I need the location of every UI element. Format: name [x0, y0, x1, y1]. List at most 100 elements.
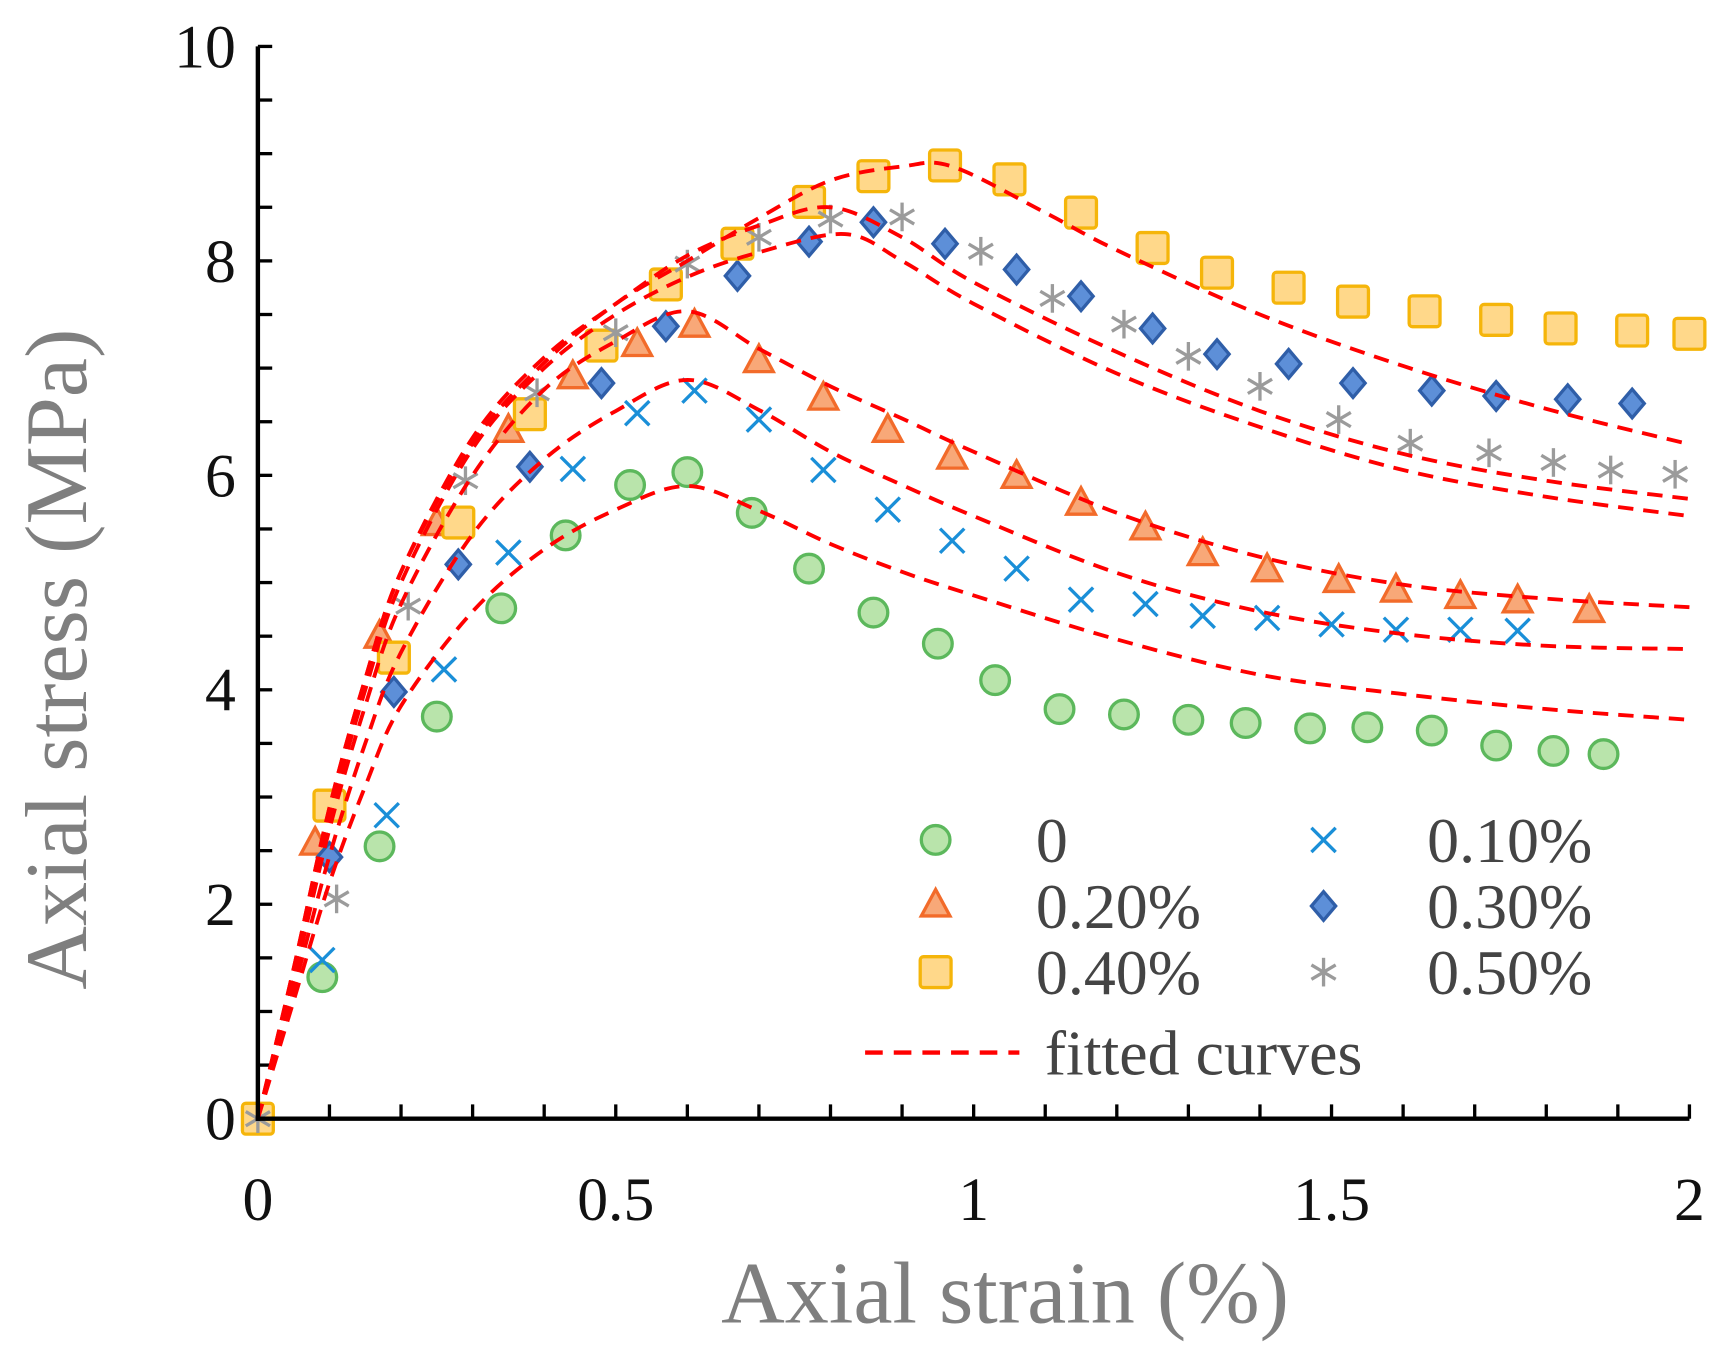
data-point-series-5 [1111, 309, 1137, 339]
data-point-series-3 [1617, 386, 1647, 421]
data-point-series-3 [930, 226, 960, 261]
data-point-series-2-triangle [999, 457, 1034, 490]
data-point-series-0-circle [1043, 693, 1076, 726]
data-point-series-0 [1043, 693, 1076, 726]
data-point-series-3 [651, 309, 681, 344]
data-point-series-3 [1066, 279, 1096, 314]
data-point-series-3 [1553, 382, 1583, 417]
data-point-series-2 [806, 379, 841, 411]
data-point-series-0 [549, 519, 582, 552]
data-point-series-4 [1407, 294, 1442, 329]
data-point-series-0 [921, 627, 954, 660]
data-point-series-5-stroke [889, 208, 916, 226]
data-point-series-2 [870, 411, 905, 443]
data-point-series-2-triangle [555, 357, 590, 390]
data-point-series-2-triangle [1250, 550, 1285, 583]
data-point-series-1-stroke [874, 496, 902, 523]
data-point-series-0 [1587, 738, 1620, 771]
data-point-series-0-circle [549, 519, 582, 552]
data-point-series-2-triangle [677, 306, 712, 338]
data-point-series-3-diamond [379, 675, 409, 709]
data-point-series-1 [1382, 616, 1410, 644]
data-point-series-1-stroke [1318, 611, 1345, 638]
data-point-series-2-triangle [741, 341, 777, 374]
data-point-series-0-circle [614, 469, 647, 501]
data-point-series-2 [1378, 571, 1414, 603]
data-point-series-0 [671, 456, 704, 489]
data-point-series-2 [1250, 550, 1285, 583]
axis-ticks [257, 44, 1692, 1121]
data-point-series-4 [1672, 316, 1707, 351]
data-point-series-2 [620, 325, 655, 358]
data-point-series-5-stroke [1325, 410, 1352, 429]
data-point-series-0 [614, 469, 647, 501]
data-point-series-3 [1002, 252, 1031, 287]
data-point-series-0-circle [1351, 711, 1384, 744]
data-point-series-1 [874, 496, 902, 523]
data-point-series-4 [441, 505, 476, 540]
data-point-series-5 [967, 236, 994, 266]
data-point-series-1 [1132, 590, 1159, 618]
data-point-series-3 [515, 449, 545, 484]
data-point-series-2-triangle [935, 438, 970, 470]
data-point-series-3 [444, 547, 473, 582]
legend-marker-series-4-square [918, 955, 953, 990]
data-point-series-5 [395, 591, 422, 621]
data-point-series-0-circle [1415, 714, 1448, 747]
data-point-series-5 [1597, 455, 1624, 485]
data-point-series-2 [677, 306, 712, 338]
data-point-series-2-triangle [1572, 591, 1607, 624]
data-point-series-4-square [1271, 270, 1306, 305]
data-point-series-1 [1318, 611, 1345, 638]
data-point-series-1-stroke [1253, 604, 1281, 632]
data-point-series-1 [810, 456, 837, 484]
data-point-series-2 [1185, 534, 1220, 567]
legend-marker-series-4 [918, 955, 953, 990]
data-point-series-4 [1199, 255, 1235, 290]
data-point-series-3 [1138, 311, 1167, 346]
data-point-series-5-stroke [1397, 434, 1424, 452]
data-point-series-3 [1417, 373, 1447, 408]
data-point-series-3 [723, 259, 752, 293]
data-point-series-3-diamond [1417, 373, 1447, 408]
data-point-series-5-stroke [395, 597, 422, 615]
data-point-series-5 [1476, 438, 1502, 468]
data-point-series-1 [938, 527, 966, 555]
data-point-series-5-stroke [817, 210, 844, 228]
data-point-series-1 [1067, 586, 1095, 614]
data-point-series-4 [1479, 302, 1514, 337]
data-point-series-1-stroke [810, 456, 837, 484]
data-point-series-5 [817, 204, 844, 234]
data-point-series-1-stroke [430, 656, 458, 683]
data-point-series-4 [1335, 284, 1371, 319]
data-point-series-0 [1229, 707, 1262, 740]
data-point-series-1 [745, 406, 773, 433]
data-point-series-1-stroke [745, 406, 773, 433]
data-point-series-0-circle [1537, 734, 1570, 767]
data-point-series-1 [1504, 617, 1531, 645]
data-point-series-1 [495, 539, 522, 566]
data-point-series-3 [1274, 346, 1303, 381]
data-point-series-4 [992, 162, 1027, 197]
data-point-series-1-stroke [1067, 586, 1095, 614]
data-point-series-0-circle [921, 627, 954, 660]
data-point-series-5 [1540, 448, 1567, 477]
data-point-series-3-diamond [1617, 386, 1647, 421]
data-point-series-0-circle [1172, 703, 1205, 736]
data-point-series-5 [1662, 459, 1689, 489]
data-point-series-0-circle [485, 592, 518, 625]
data-point-series-1 [681, 377, 708, 404]
data-point-series-0 [1107, 698, 1140, 731]
data-point-series-4-square [1135, 230, 1170, 266]
data-point-series-4-square [1672, 316, 1707, 351]
data-point-series-4-square [1479, 302, 1514, 337]
legend-label-series-2: 0.20% [1036, 871, 1201, 942]
data-point-series-2-triangle [870, 411, 905, 443]
data-point-series-0-circle [1587, 738, 1620, 771]
legend-label-series-4: 0.40% [1036, 937, 1201, 1008]
data-point-series-2 [555, 357, 590, 390]
legend-marker-series-5-stroke [1310, 963, 1337, 981]
data-point-series-0 [793, 552, 826, 585]
x-tick-label: 1 [958, 1166, 989, 1234]
fitted-curve-series-5 [256, 205, 1690, 1120]
